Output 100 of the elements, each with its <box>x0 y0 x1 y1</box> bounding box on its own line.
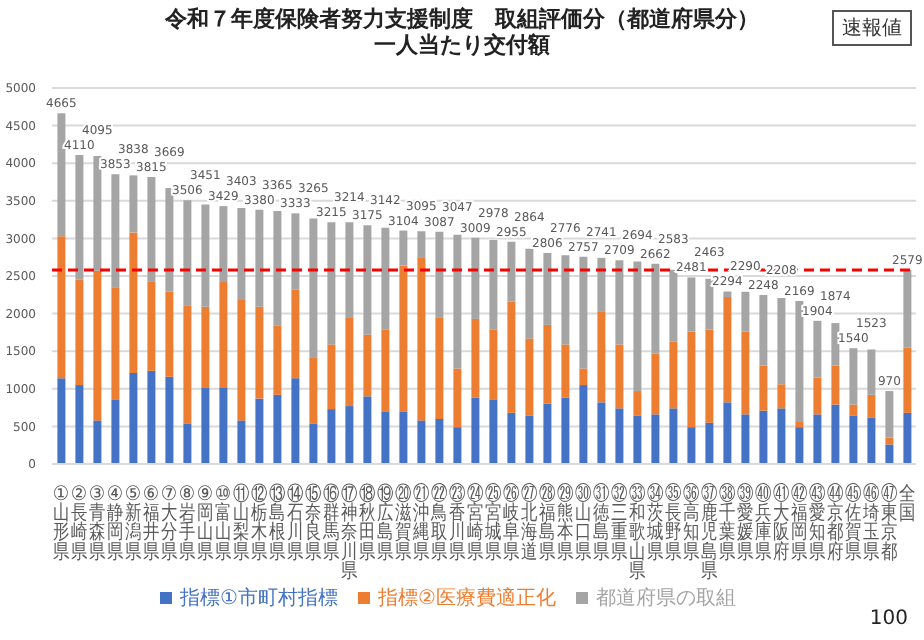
bar <box>831 365 840 405</box>
x-tick-label: ⑮奈良県 <box>304 482 325 564</box>
bar <box>327 409 336 464</box>
bar <box>651 263 660 354</box>
x-tick-label: ⑨岡山県 <box>196 484 217 564</box>
bar <box>813 414 822 464</box>
x-tick-label: ⑰神奈川県 <box>340 482 361 583</box>
x-tick-label: ㊶大阪府 <box>772 482 793 564</box>
bar <box>651 353 660 415</box>
bar <box>615 408 624 464</box>
x-tick-label: ㊹京都府 <box>826 482 847 564</box>
bar <box>543 252 552 325</box>
bar <box>651 414 660 464</box>
bar <box>471 318 480 398</box>
bar <box>309 357 318 424</box>
bar <box>633 391 642 416</box>
bar <box>219 282 228 388</box>
bar <box>777 297 786 385</box>
x-tick-label: ⑭石川県 <box>286 482 307 564</box>
bar <box>471 397 480 464</box>
x-tick-label: ㊺佐賀県 <box>844 482 865 564</box>
x-tick-label: ⑫栃木県 <box>250 482 271 564</box>
x-tick-label: ⑧岩手県 <box>178 484 199 564</box>
bar <box>831 404 840 464</box>
bar <box>111 399 120 464</box>
bar <box>741 331 750 415</box>
bar <box>183 200 192 306</box>
bar <box>885 391 894 438</box>
bar <box>219 206 228 283</box>
bar <box>201 204 210 307</box>
bar <box>363 225 372 335</box>
bar <box>75 154 84 280</box>
x-tick-label: ⑯群馬県 <box>321 482 343 564</box>
bar <box>345 222 354 319</box>
x-tick-label: ㉕宮城県 <box>483 482 505 564</box>
x-tick-label: ㉗北海道 <box>520 482 541 564</box>
x-tick-label: ㉖岐阜県 <box>502 484 523 564</box>
bar <box>183 305 192 424</box>
bar <box>453 368 462 428</box>
x-tick-label: ㉘福島県 <box>538 482 559 564</box>
x-tick-label: ⑤新潟県 <box>124 484 145 564</box>
bar <box>453 427 462 464</box>
x-tick-label: ㉙熊本県 <box>556 482 577 564</box>
bar <box>867 394 876 418</box>
x-tick-label: ㉑沖縄県 <box>411 482 433 564</box>
bar <box>759 410 768 464</box>
bar <box>435 418 444 464</box>
bar <box>507 412 516 464</box>
x-tick-label: ㊳千葉県 <box>718 484 739 564</box>
bar <box>597 311 606 403</box>
bar <box>543 403 552 464</box>
bar <box>273 325 282 395</box>
bar <box>435 317 444 419</box>
bar <box>93 420 102 464</box>
bar <box>579 256 588 369</box>
bar <box>147 370 156 464</box>
bar <box>201 388 210 464</box>
bar <box>165 291 174 377</box>
bar <box>867 349 876 395</box>
chart-title: 令和７年度保険者努力支援制度 取組評価分（都道府県分） <box>165 6 759 32</box>
bar <box>345 318 354 407</box>
bar <box>795 427 804 464</box>
bar <box>813 320 822 378</box>
bar <box>615 344 624 409</box>
bar <box>255 306 264 399</box>
bar <box>417 420 426 464</box>
x-tick-label: 全国 <box>898 482 919 526</box>
bar <box>291 289 300 379</box>
bar <box>615 260 624 345</box>
bar <box>507 241 516 302</box>
bar <box>237 420 246 464</box>
bar <box>327 344 336 410</box>
x-tick-label: ⑬島根県 <box>268 482 289 564</box>
bar <box>183 423 192 464</box>
bar <box>165 188 174 292</box>
x-tick-label: ⑩富山県 <box>214 484 235 564</box>
bar <box>291 213 300 290</box>
bar <box>219 387 228 464</box>
bar <box>345 406 354 464</box>
x-tick-label: ㉔宮崎県 <box>466 482 487 564</box>
bar <box>903 412 912 464</box>
bar <box>525 248 534 339</box>
x-tick-label: ㉛徳島県 <box>592 482 613 564</box>
bar <box>381 227 390 330</box>
bar <box>849 404 858 416</box>
x-tick-label: ⑳滋賀県 <box>394 482 415 564</box>
x-tick-label: ①山形県 <box>52 484 73 564</box>
bar <box>723 291 732 298</box>
x-tick-label: ⑲広島県 <box>376 482 397 564</box>
bar <box>579 385 588 464</box>
bar <box>561 397 570 464</box>
bar <box>507 301 516 413</box>
x-tick-label: ⑦大分県 <box>160 484 181 564</box>
bar <box>111 287 120 400</box>
bar <box>417 257 426 421</box>
bar <box>471 237 480 319</box>
bar <box>723 402 732 464</box>
bar <box>669 269 678 342</box>
x-tick-label: ㉚山口県 <box>574 484 595 564</box>
bar <box>849 415 858 464</box>
